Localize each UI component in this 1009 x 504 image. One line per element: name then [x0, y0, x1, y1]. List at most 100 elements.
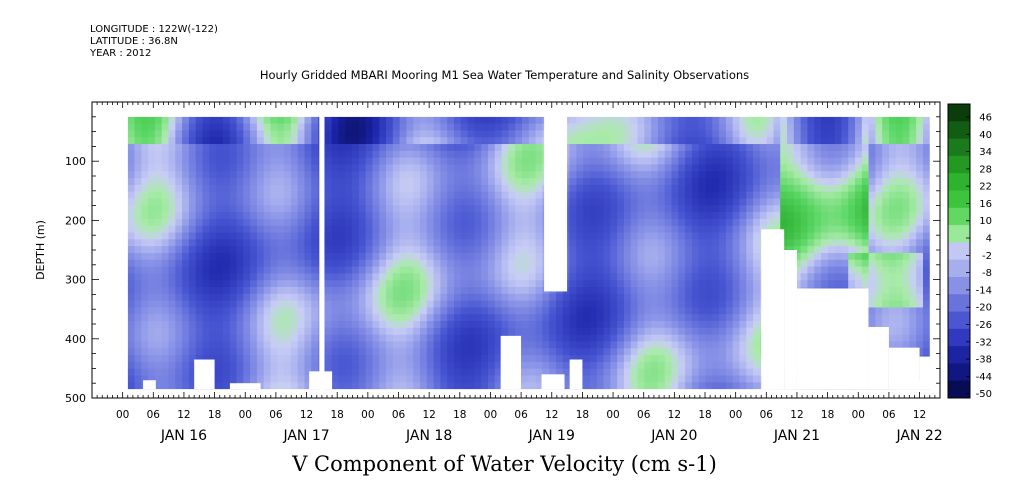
field-cell — [773, 150, 781, 159]
field-cell — [358, 273, 367, 281]
field-cell — [195, 334, 204, 343]
field-cell — [324, 266, 333, 274]
field-cell — [889, 246, 897, 254]
field-cell — [664, 232, 673, 240]
field-cell — [657, 348, 666, 356]
field-cell — [678, 273, 686, 281]
field-cell — [719, 321, 727, 329]
field-cell — [188, 327, 197, 336]
field-cell — [127, 293, 136, 302]
field-cell — [413, 171, 421, 179]
field-cell — [719, 239, 727, 247]
field-cell — [501, 116, 509, 125]
field-cell — [827, 198, 836, 206]
field-cell — [311, 341, 319, 349]
field-cell — [134, 198, 142, 206]
field-cell — [127, 355, 136, 363]
field-cell — [277, 225, 285, 234]
field-cell — [637, 246, 645, 254]
field-cell — [644, 368, 652, 377]
field-cell — [521, 150, 530, 159]
field-cell — [657, 218, 666, 227]
field-cell — [814, 212, 822, 220]
field-cell — [487, 205, 496, 213]
field-cell — [345, 382, 353, 390]
field-cell — [175, 225, 183, 234]
field-cell — [651, 287, 659, 295]
field-cell — [827, 239, 836, 247]
field-cell — [127, 368, 136, 377]
field-cell — [515, 225, 523, 234]
field-cell — [188, 321, 197, 329]
field-cell — [426, 355, 435, 363]
field-cell — [793, 150, 802, 159]
field-cell — [413, 123, 421, 132]
field-cell — [236, 123, 244, 132]
field-cell — [229, 321, 238, 329]
field-cell — [413, 150, 421, 159]
field-cell — [154, 205, 163, 213]
field-cell — [141, 178, 149, 186]
field-cell — [494, 348, 503, 356]
field-cell — [732, 116, 741, 125]
field-cell — [644, 178, 652, 186]
field-cell — [705, 375, 713, 383]
field-cell — [182, 246, 190, 254]
field-cell — [610, 252, 618, 261]
field-cell — [127, 246, 136, 254]
field-cell — [324, 239, 333, 247]
data-gap — [541, 374, 565, 390]
field-cell — [420, 266, 428, 274]
field-cell — [148, 157, 156, 166]
field-cell — [426, 321, 435, 329]
field-cell — [549, 293, 557, 302]
field-cell — [250, 191, 258, 200]
field-cell — [889, 184, 897, 193]
field-cell — [576, 178, 584, 186]
field-cell — [270, 218, 278, 227]
field-cell — [161, 212, 170, 220]
field-cell — [331, 191, 340, 200]
field-cell — [345, 164, 353, 172]
field-cell — [691, 334, 700, 343]
field-cell — [882, 137, 890, 145]
field-cell — [386, 178, 394, 186]
field-cell — [603, 130, 611, 138]
field-cell — [161, 164, 170, 172]
field-cell — [671, 300, 679, 309]
field-cell — [882, 198, 890, 206]
field-cell — [331, 355, 340, 363]
field-cell — [454, 157, 462, 166]
field-cell — [535, 259, 543, 268]
field-cell — [916, 252, 924, 261]
field-cell — [406, 361, 414, 370]
field-cell — [487, 184, 496, 193]
field-cell — [229, 123, 238, 132]
field-cell — [386, 341, 394, 349]
field-cell — [216, 218, 224, 227]
field-cell — [848, 137, 856, 145]
field-cell — [589, 280, 598, 288]
field-cell — [433, 361, 442, 370]
field-cell — [447, 123, 455, 132]
field-cell — [746, 157, 754, 166]
field-cell — [447, 218, 455, 227]
field-cell — [331, 137, 340, 145]
field-cell — [447, 355, 455, 363]
field-cell — [148, 348, 156, 356]
field-cell — [814, 137, 822, 145]
field-cell — [589, 178, 598, 186]
field-cell — [304, 327, 312, 336]
field-cell — [725, 178, 734, 186]
field-cell — [256, 191, 265, 200]
field-cell — [270, 246, 278, 254]
field-cell — [651, 150, 659, 159]
field-cell — [916, 327, 924, 336]
field-cell — [229, 171, 238, 179]
field-cell — [753, 205, 761, 213]
field-cell — [236, 239, 244, 247]
field-cell — [698, 130, 707, 138]
field-cell — [487, 150, 496, 159]
field-cell — [454, 144, 462, 152]
field-cell — [746, 212, 754, 220]
